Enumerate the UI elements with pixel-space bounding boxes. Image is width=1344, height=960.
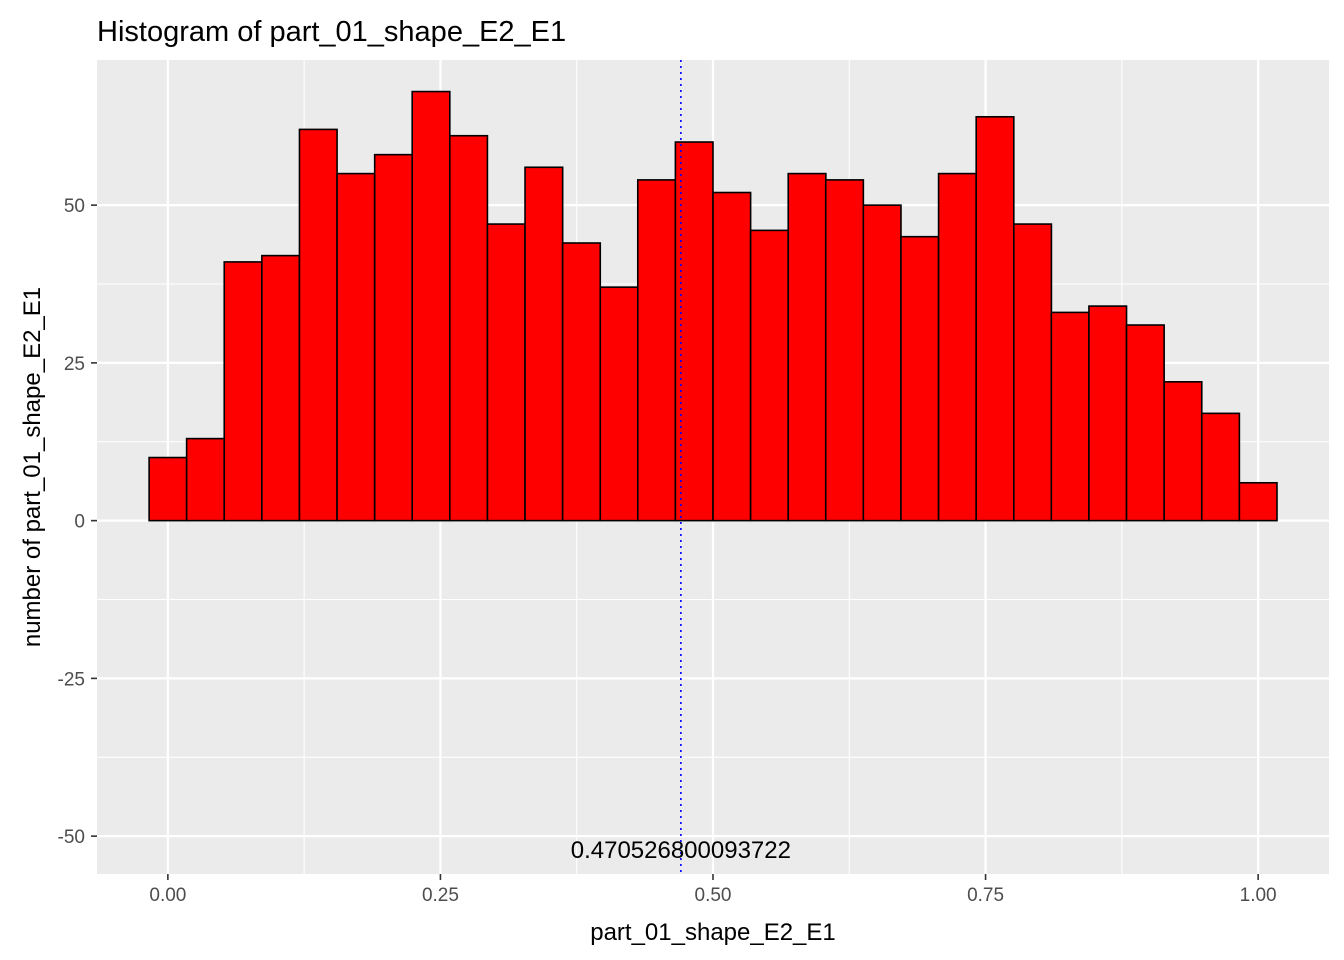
histogram-bar (1013, 223, 1053, 522)
histogram-bar (937, 172, 977, 522)
histogram-bar (712, 191, 752, 522)
histogram-bar (449, 134, 489, 522)
y-tick-label: -25 (58, 669, 85, 690)
histogram-bar (1238, 481, 1278, 522)
mean-value-label: 0.470526800093722 (571, 837, 791, 864)
x-tick-label: 0.75 (967, 885, 1004, 906)
histogram-bar (373, 153, 414, 522)
histogram-bar (185, 437, 226, 522)
histogram-bar (524, 166, 564, 522)
histogram-bar (336, 172, 376, 522)
y-axis-ticks: -50 -25 0 25 50 (58, 196, 97, 848)
x-tick-label: 0.00 (149, 885, 186, 906)
y-tick-label: -50 (58, 827, 85, 848)
histogram-bar (900, 235, 940, 522)
histogram-bar (824, 179, 865, 522)
y-tick-label: 0 (74, 512, 85, 533)
histogram-bar (787, 172, 827, 522)
y-tick-label: 50 (64, 196, 85, 217)
y-tick-label: 25 (64, 354, 85, 375)
histogram-bars (148, 90, 1278, 522)
y-axis-title: number of part_01_shape_E2_E1 (19, 287, 46, 647)
histogram-bar (599, 286, 639, 522)
histogram-bar (1088, 305, 1128, 522)
histogram-bar (298, 128, 338, 522)
x-tick-label: 0.50 (695, 885, 732, 906)
histogram-bar (223, 261, 263, 522)
x-tick-label: 1.00 (1240, 885, 1277, 906)
histogram-bar (1200, 412, 1241, 522)
x-axis-title: part_01_shape_E2_E1 (590, 919, 836, 946)
histogram-bar (862, 204, 902, 522)
chart-title: Histogram of part_01_shape_E2_E1 (97, 16, 566, 48)
histogram-bar (261, 254, 301, 522)
histogram-bar (561, 242, 602, 522)
histogram-bar (148, 456, 188, 522)
histogram-bar (1125, 324, 1165, 522)
histogram-bar (975, 115, 1015, 522)
histogram-bar (749, 229, 790, 522)
x-tick-label: 0.25 (422, 885, 459, 906)
histogram-bar (636, 179, 677, 522)
x-axis-ticks: 0.00 0.25 0.50 0.75 1.00 (149, 874, 1277, 906)
histogram-bar (1163, 381, 1203, 522)
histogram-bar (411, 90, 451, 522)
histogram-bar (1050, 311, 1090, 522)
histogram-bar (486, 223, 526, 522)
